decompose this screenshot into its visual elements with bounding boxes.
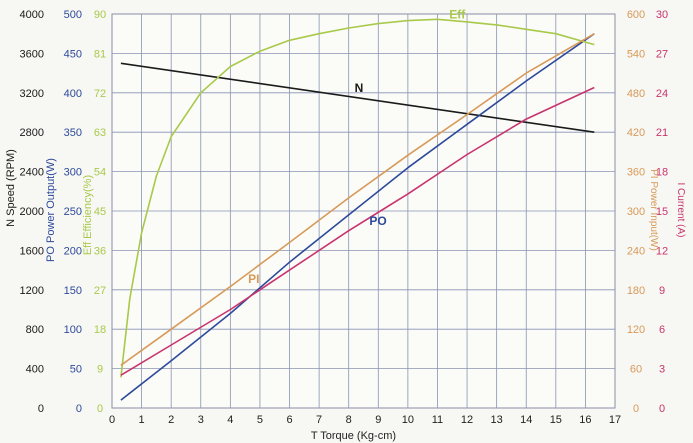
x-tick-label: 17 [609, 414, 621, 426]
eff-tick-label: 81 [94, 48, 106, 60]
grid [111, 13, 616, 409]
eff-tick-label: 72 [94, 88, 106, 100]
pi-tick-label: 540 [627, 48, 645, 60]
x-tick-label: 1 [139, 414, 145, 426]
eff-tick-label: 63 [94, 127, 106, 139]
pi-tick-label: 360 [627, 167, 645, 179]
pi-tick-label: 120 [627, 324, 645, 336]
i-tick-label: 24 [656, 88, 668, 100]
x-tick-label: 5 [257, 414, 263, 426]
po-tick-label: 50 [70, 364, 82, 376]
i-tick-label: 27 [656, 48, 668, 60]
po-tick-label: 200 [64, 245, 82, 257]
n-tick-label: 2800 [20, 127, 44, 139]
n-tick-label: 0 [38, 403, 44, 415]
i-tick-label: 9 [659, 285, 665, 297]
po-tick-label: 450 [64, 48, 82, 60]
eff-tick-label: 0 [97, 403, 103, 415]
eff-tick-label: 45 [94, 206, 106, 218]
x-tick-label: 2 [168, 414, 174, 426]
eff-tick-label: 54 [94, 167, 106, 179]
x-tick-label: 13 [491, 414, 503, 426]
pi-tick-label: 60 [630, 364, 642, 376]
i-tick-label: 0 [659, 403, 665, 415]
n-tick-label: 3600 [20, 48, 44, 60]
i-tick-label: 15 [656, 206, 668, 218]
n-tick-label: 4000 [20, 9, 44, 21]
po-tick-label: 250 [64, 206, 82, 218]
series-label-n: N [355, 81, 364, 95]
pi-tick-label: 240 [627, 245, 645, 257]
x-tick-label: 9 [375, 414, 381, 426]
eff-tick-label: 36 [94, 245, 106, 257]
i-tick-label: 18 [656, 167, 668, 179]
x-tick-label: 10 [402, 414, 414, 426]
n-tick-label: 2000 [20, 206, 44, 218]
n-tick-label: 1200 [20, 285, 44, 297]
pi-tick-label: 300 [627, 206, 645, 218]
n-tick-label: 400 [26, 364, 44, 376]
series-line-n [120, 62, 595, 133]
n-tick-label: 1600 [20, 245, 44, 257]
x-tick-label: 4 [227, 414, 233, 426]
po-tick-label: 100 [64, 324, 82, 336]
axes: 0 1 2 3 4 5 6 7 8 9 10 11 12 13 14 15 16 17T Torque (Kg-c… [5, 9, 686, 442]
eff-tick-label: 27 [94, 285, 106, 297]
pi-tick-label: 480 [627, 88, 645, 100]
series-label-eff: Eff [449, 7, 466, 21]
n-tick-label: 3200 [20, 88, 44, 100]
x-tick-label: 15 [550, 414, 562, 426]
x-axis-title: T Torque (Kg-cm) [311, 430, 396, 442]
po-tick-label: 150 [64, 285, 82, 297]
series-label-pi: PI [248, 272, 259, 286]
x-tick-label: 0 [109, 414, 115, 426]
i-tick-label: 21 [656, 127, 668, 139]
x-tick-label: 12 [461, 414, 473, 426]
n-axis-title: N Speed (RPM) [5, 149, 17, 227]
x-tick-label: 8 [346, 414, 352, 426]
series-label-po: PO [369, 214, 386, 228]
n-tick-label: 2400 [20, 167, 44, 179]
x-tick-label: 7 [316, 414, 322, 426]
i-tick-label: 30 [656, 9, 668, 21]
pi-tick-label: 180 [627, 285, 645, 297]
pi-axis-title: PI Power Input(W) [648, 169, 659, 251]
series-lines [120, 18, 595, 401]
eff-tick-label: 90 [94, 9, 106, 21]
pi-tick-label: 420 [627, 127, 645, 139]
eff-tick-label: 18 [94, 324, 106, 336]
pi-tick-label: 600 [627, 9, 645, 21]
labels: N PO Eff PI [248, 7, 466, 286]
x-tick-label: 16 [579, 414, 591, 426]
po-tick-label: 0 [76, 403, 82, 415]
eff-tick-label: 9 [97, 364, 103, 376]
series-line-po [120, 33, 595, 401]
series-line-i [120, 86, 595, 376]
x-tick-label: 14 [520, 414, 532, 426]
x-tick-label: 11 [432, 414, 443, 426]
pi-tick-label: 0 [633, 403, 639, 415]
i-axis-title: I Current (A) [675, 182, 686, 237]
x-tick-label: 3 [198, 414, 204, 426]
po-tick-label: 350 [64, 127, 82, 139]
i-tick-label: 3 [659, 364, 665, 376]
x-tick-label: 6 [286, 414, 292, 426]
po-tick-label: 300 [64, 167, 82, 179]
n-tick-label: 800 [26, 324, 44, 336]
po-tick-label: 400 [64, 88, 82, 100]
i-tick-label: 6 [659, 324, 665, 336]
eff-axis-title: Eff Efficiency(%) [82, 175, 94, 255]
po-axis-title: PO Power Output(W) [45, 158, 57, 262]
series-line-pi [120, 33, 595, 366]
series-line-eff [120, 18, 595, 378]
po-tick-label: 500 [64, 9, 82, 21]
i-tick-label: 12 [656, 245, 668, 257]
